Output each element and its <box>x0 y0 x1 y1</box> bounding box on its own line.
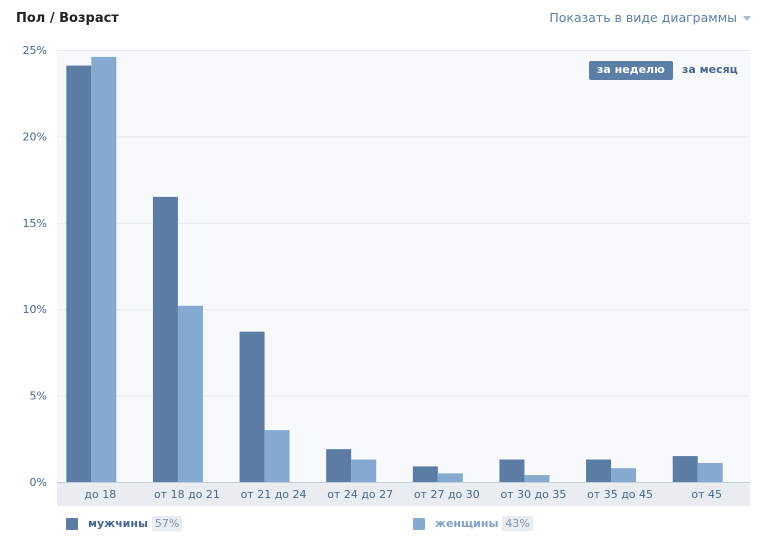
x-tick-label: от 30 до 35 <box>500 488 566 501</box>
bar <box>177 305 203 482</box>
legend-percent-female: 43% <box>502 516 533 531</box>
bar <box>611 468 637 482</box>
x-tick-label: от 35 до 45 <box>587 488 653 501</box>
bar <box>697 462 723 482</box>
bar <box>586 459 612 482</box>
y-tick-label: 0% <box>30 476 47 489</box>
bar <box>524 475 550 482</box>
legend-swatch-male <box>66 517 78 530</box>
bar <box>239 331 265 482</box>
x-tick-label: от 24 до 27 <box>327 488 393 501</box>
chevron-down-icon <box>743 16 751 21</box>
y-tick-label: 5% <box>30 390 47 403</box>
bar <box>152 196 178 482</box>
x-tick-label: до 18 <box>84 488 116 501</box>
x-tick-label: от 18 до 21 <box>154 488 220 501</box>
bar <box>437 473 463 482</box>
bar <box>499 459 525 482</box>
y-tick-label: 15% <box>23 217 47 230</box>
legend-item-male[interactable]: мужчины 57% <box>66 516 183 531</box>
x-tick-label: от 45 <box>691 488 722 501</box>
bar <box>672 456 698 482</box>
x-tick-label: от 21 до 24 <box>241 488 307 501</box>
bar <box>412 466 438 482</box>
page-title: Пол / Возраст <box>16 11 119 26</box>
bar <box>326 449 352 482</box>
view-toggle-label: Показать в виде диаграммы <box>549 10 737 25</box>
x-tick-label: от 27 до 30 <box>414 488 480 501</box>
bar <box>351 459 377 482</box>
bar <box>264 430 290 482</box>
period-tab-week[interactable]: за неделю <box>589 61 673 80</box>
period-tab-month[interactable]: за месяц <box>682 63 738 76</box>
bar <box>66 65 92 482</box>
view-toggle-dropdown[interactable]: Показать в виде диаграммы <box>549 10 751 25</box>
bar <box>91 56 117 483</box>
legend-percent-male: 57% <box>151 516 183 531</box>
y-tick-label: 10% <box>23 303 47 316</box>
legend-label-male: мужчины <box>88 517 148 530</box>
y-tick-label: 20% <box>23 130 47 143</box>
x-axis-band <box>57 482 750 506</box>
legend-swatch-female <box>413 517 425 530</box>
legend-label-female: женщины <box>435 517 499 530</box>
y-tick-label: 25% <box>23 44 47 57</box>
legend-item-female[interactable]: женщины 43% <box>413 516 533 531</box>
